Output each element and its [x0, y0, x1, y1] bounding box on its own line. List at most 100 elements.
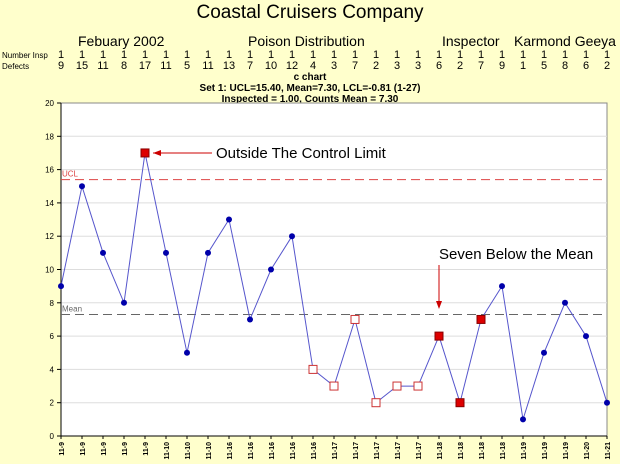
- x-tick-label: 11-16: [248, 442, 255, 460]
- flagged-point: [140, 148, 150, 158]
- x-tick-label: 11-21: [605, 442, 612, 460]
- x-tick-label: 11-10: [206, 442, 213, 460]
- number-insp-cell: 1: [456, 49, 464, 61]
- defects-cell: 4: [309, 60, 317, 72]
- data-point: [289, 233, 295, 240]
- x-tick-label: 11-18: [458, 442, 465, 460]
- x-tick-label: 11-18: [479, 442, 486, 460]
- x-tick-label: 11-17: [353, 442, 360, 460]
- number-insp-cell: 1: [288, 49, 296, 61]
- y-tick-label: 0: [50, 432, 55, 441]
- data-point: [247, 316, 253, 323]
- defects-cell: 3: [393, 60, 401, 72]
- data-point: [100, 249, 106, 256]
- x-tick-label: 11-17: [416, 442, 423, 460]
- x-tick-label: 11-9: [59, 442, 66, 456]
- defects-cell: 9: [57, 60, 65, 72]
- flagged-point: [413, 381, 423, 391]
- annotation-text: Seven Below the Mean: [439, 246, 593, 263]
- y-tick-label: 2: [50, 399, 55, 408]
- x-tick-label: 11-10: [164, 442, 171, 460]
- flagged-point: [392, 381, 402, 391]
- number-insp-cell: 1: [267, 49, 275, 61]
- number-insp-cell: 1: [141, 49, 149, 61]
- defects-cell: 3: [414, 60, 422, 72]
- defects-cell: 11: [97, 60, 109, 72]
- defects-cell: 6: [435, 60, 443, 72]
- number-insp-cell: 1: [414, 49, 422, 61]
- y-tick-label: 18: [45, 132, 54, 141]
- defects-cell: 5: [183, 60, 191, 72]
- defects-cell: 7: [246, 60, 254, 72]
- x-tick-label: 11-10: [185, 442, 192, 460]
- annotation-arrowhead: [153, 149, 161, 156]
- data-point: [520, 416, 526, 423]
- number-insp-cell: 1: [78, 49, 86, 61]
- defects-cell: 13: [222, 60, 236, 72]
- row-label-number-insp: Number Insp: [2, 51, 48, 60]
- x-tick-label: 11-16: [311, 442, 318, 460]
- x-tick-label: 11-9: [80, 442, 87, 456]
- flagged-point: [434, 331, 444, 341]
- defects-cell: 7: [351, 60, 359, 72]
- company-title: Coastal Cruisers Company: [196, 2, 424, 23]
- x-tick-label: 11-19: [542, 442, 549, 460]
- number-insp-cell: 1: [99, 49, 107, 61]
- number-insp-cell: 1: [246, 49, 254, 61]
- x-tick-label: 11-18: [437, 442, 444, 460]
- number-insp-cell: 1: [183, 49, 191, 61]
- x-tick-label: 11-9: [143, 442, 150, 456]
- defects-cell: 11: [160, 60, 172, 72]
- defects-cell: 9: [498, 60, 506, 72]
- data-point: [541, 349, 547, 356]
- flagged-point: [476, 314, 486, 324]
- y-tick-label: 16: [45, 166, 54, 175]
- number-insp-cell: 1: [57, 49, 65, 61]
- y-tick-label: 6: [50, 332, 55, 341]
- defects-cell: 1: [519, 60, 527, 72]
- data-point: [184, 349, 190, 356]
- defects-cell: 3: [330, 60, 338, 72]
- x-tick-label: 11-16: [227, 442, 234, 460]
- number-insp-cell: 1: [498, 49, 506, 61]
- defects-cell: 8: [561, 60, 569, 72]
- y-tick-label: 8: [50, 299, 55, 308]
- defects-cell: 2: [603, 60, 611, 72]
- annotation-arrowhead: [436, 301, 442, 309]
- chart-type-label: c chart: [293, 72, 327, 83]
- x-tick-label: 11-19: [563, 442, 570, 460]
- number-insp-cell: 1: [225, 49, 233, 61]
- x-tick-label: 11-18: [500, 442, 507, 460]
- data-point: [499, 283, 505, 290]
- inspector-name: Karmond Geeya: [514, 33, 616, 49]
- flagged-point: [308, 364, 318, 374]
- y-tick-label: 4: [50, 365, 55, 374]
- annotation-text: Outside The Control Limit: [216, 145, 387, 162]
- number-insp-cell: 1: [162, 49, 170, 61]
- x-tick-label: 11-19: [521, 442, 528, 460]
- number-insp-cell: 1: [330, 49, 338, 61]
- defects-cell: 11: [202, 60, 214, 72]
- defects-cell: 12: [285, 60, 299, 72]
- x-tick-label: 11-9: [101, 442, 108, 456]
- defects-cell: 5: [540, 60, 548, 72]
- row-label-defects: Defects: [2, 62, 30, 71]
- data-point: [226, 216, 232, 223]
- number-insp-cell: 1: [582, 49, 590, 61]
- defects-cell: 10: [264, 60, 278, 72]
- flagged-point: [350, 314, 360, 324]
- x-tick-label: 11-17: [395, 442, 402, 460]
- defects-cell: 7: [477, 60, 485, 72]
- data-point: [58, 283, 64, 290]
- chart-stats-line: Set 1: UCL=15.40, Mean=7.30, LCL=-0.81 (…: [199, 83, 421, 94]
- number-insp-cell: 1: [477, 49, 485, 61]
- number-insp-cell: 1: [393, 49, 401, 61]
- defects-cell: 15: [75, 60, 89, 72]
- number-insp-cell: 1: [561, 49, 569, 61]
- number-insp-cell: 1: [120, 49, 128, 61]
- flagged-point: [371, 398, 381, 408]
- number-insp-cell: 1: [435, 49, 443, 61]
- y-tick-label: 14: [45, 199, 54, 208]
